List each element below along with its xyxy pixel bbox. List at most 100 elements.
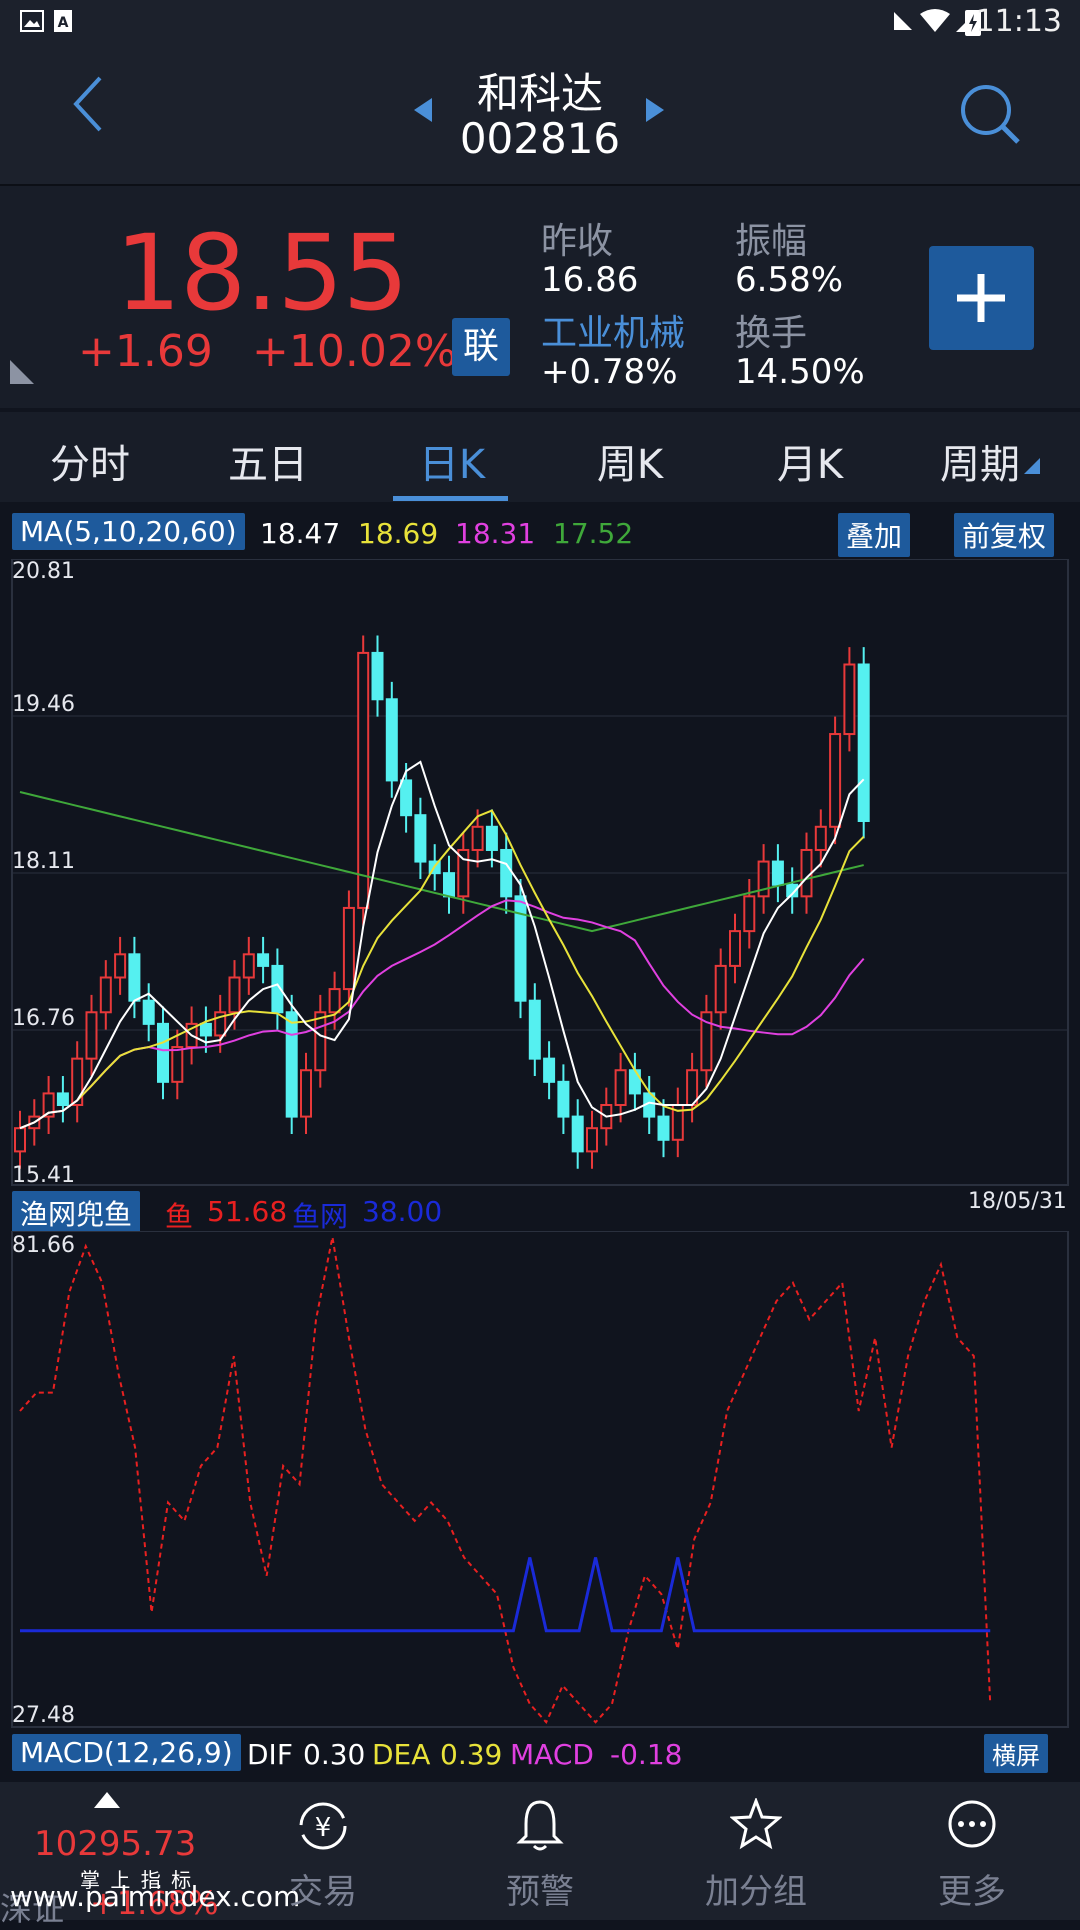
ma-indicator-label[interactable]: MA(5,10,20,60) [12,513,245,550]
candle-body [628,1069,641,1095]
candle-body [814,825,827,851]
overlay-button[interactable]: 叠加 [838,513,911,557]
candle-body [857,663,870,822]
candle-body [228,976,241,1014]
current-price: 18.55 [115,212,409,334]
ma10-line [19,809,865,1130]
turnover-label: 换手 [735,313,808,354]
fishnet-chart[interactable]: 81.66 27.48 [0,1230,1080,1729]
nav-more[interactable]: 更多 [892,1782,1052,1920]
search-icon[interactable] [958,82,1024,148]
bottom-nav: 10295.73 掌 上 指 标 深证 +1.68% www.palmindex… [0,1782,1080,1928]
industry-link[interactable]: 工业机械 [541,313,686,354]
net-line [20,1557,991,1633]
add-watchlist-button[interactable] [929,246,1034,350]
adjust-button[interactable]: 前复权 [954,513,1055,557]
wifi-icon [920,9,950,32]
back-chevron-icon[interactable] [68,74,108,134]
status-time: 11:13 [975,4,1062,39]
candle-body [271,964,284,1014]
candle-body [528,999,541,1060]
ma20-line [19,899,865,1130]
macd-label: MACD [510,1738,594,1771]
net-value: 38.00 [362,1195,443,1228]
candle-body [657,1115,670,1141]
net-label: 鱼网 [292,1200,349,1233]
bell-icon [516,1800,564,1851]
candle-body [514,895,527,1002]
candle-body [500,848,513,898]
indicator-legend-bar: 渔网兜鱼 鱼 51.68 鱼网 38.00 18/05/31 [0,1187,1080,1235]
amplitude-label: 振幅 [735,221,808,262]
candle-body [128,953,141,1002]
tab-daily-k[interactable]: 日K [418,442,486,488]
plus-icon [957,274,1005,322]
candle-body [614,1069,627,1107]
header: 和科达 002816 [0,44,1080,186]
candle-body [714,964,727,1014]
lian-badge[interactable]: 联 [452,318,510,376]
expand-corner-icon[interactable] [10,360,34,384]
candle-body [199,1022,212,1037]
expand-up-icon[interactable] [94,1792,120,1808]
nav-alert-label: 预警 [506,1872,574,1912]
prev-close-label: 昨收 [541,221,614,262]
ma60-line [19,791,864,933]
candle-body [843,663,856,736]
macd-indicator-label[interactable]: MACD(12,26,9) [12,1734,241,1771]
candle-body [71,1057,84,1107]
candle-body [357,651,370,909]
candle-body [729,930,741,967]
y-axis-label-min: 15.41 [12,1163,75,1188]
ma60-value: 17.52 [553,517,634,550]
svg-text:A: A [58,15,69,31]
tab-period[interactable]: 周期 [940,442,1020,488]
tab-intraday[interactable]: 分时 [50,442,130,488]
status-bar: A 11:13 [0,0,1080,44]
nav-alert[interactable]: 预警 [460,1782,620,1920]
index-value[interactable]: 10295.73 [34,1824,197,1864]
fish-line [19,1236,992,1725]
y-axis-label: 16.76 [12,1006,75,1031]
candle-body [743,895,756,933]
tab-monthly-k[interactable]: 月K [776,442,844,488]
fishnet-y-min: 27.48 [12,1703,75,1728]
dea-value: 0.39 [440,1738,503,1771]
period-tabs: 分时 五日 日K 周K 月K 周期 [0,412,1080,502]
candle-body [457,848,470,898]
next-stock-arrow-icon[interactable] [644,96,666,124]
more-dots-icon [948,1800,996,1848]
quote-panel: 18.55 +1.69 +10.02% 联 昨收 16.86 工业机械 +0.7… [0,186,1080,408]
location-icon [894,12,912,30]
candle-body [157,1022,169,1083]
dif-value: 0.30 [303,1738,366,1771]
fishnet-indicator-label[interactable]: 渔网兜鱼 [12,1191,141,1235]
candle-body [214,1011,227,1037]
kline-chart[interactable]: 20.81 19.46 18.11 16.76 15.41 [0,558,1080,1188]
price-change-pct: +10.02% [252,326,457,377]
stock-name: 和科达 [476,69,603,118]
candle-body [543,1057,556,1083]
ma10-value: 18.69 [358,517,439,550]
candle-body [371,651,384,701]
candle-body [257,953,270,967]
landscape-button[interactable]: 横屏 [984,1734,1048,1773]
candle-body [471,825,484,851]
fishnet-chart-svg [11,1230,1069,1728]
prev-close-value: 16.86 [541,260,639,300]
index-change: +1.68% [90,1884,219,1922]
candle-body [99,976,112,1014]
svg-text:¥: ¥ [315,1813,332,1843]
candle-body [142,999,155,1025]
kline-chart-svg [11,558,1069,1186]
nav-add-group[interactable]: 加分组 [676,1782,836,1920]
nav-trade[interactable]: ¥ 交易 [243,1782,403,1920]
nav-more-label: 更多 [938,1872,1006,1912]
tab-five-day[interactable]: 五日 [228,442,308,488]
active-tab-indicator [393,496,508,501]
candle-body [42,1092,55,1118]
prev-stock-arrow-icon[interactable] [412,96,434,124]
candle-body [414,814,427,863]
tab-weekly-k[interactable]: 周K [596,442,664,488]
ma5-value: 18.47 [260,517,341,550]
